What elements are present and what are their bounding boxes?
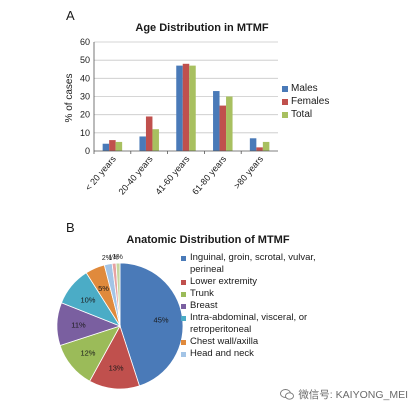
legend-swatch (282, 85, 288, 92)
bar-females-4 (256, 147, 263, 151)
x-tick-label: < 20 years (83, 153, 118, 192)
pie-legend-item: Lower extremity (181, 276, 351, 288)
bar-females-2 (182, 63, 190, 151)
age-chart-title: Age Distribution in MTMF (135, 22, 269, 34)
y-tick-label: 0 (85, 146, 90, 156)
legend-swatch (181, 280, 186, 285)
legend-label: Inguinal, groin, scrotal, vulvar, perine… (190, 252, 316, 275)
wechat-icon (280, 389, 295, 400)
x-tick-label: 20-40 years (117, 153, 156, 196)
y-tick-label: 50 (80, 55, 90, 65)
bar-males-0 (102, 143, 110, 151)
legend-label: Total (291, 109, 313, 120)
pie-legend-item: Trunk (181, 288, 351, 300)
panel-b-letter: B (66, 220, 75, 235)
legend-swatch (181, 304, 186, 309)
legend-swatch (282, 98, 288, 105)
pie-slice-label: 11% (71, 321, 86, 330)
pie-slice-label: 1% (113, 254, 123, 261)
bar-females-1 (145, 116, 153, 151)
y-tick-label: 10 (80, 128, 90, 138)
bar-total-4 (262, 141, 270, 151)
legend-swatch (282, 111, 288, 118)
pie-slice-label: 10% (80, 295, 95, 304)
bar-males-3 (213, 91, 220, 151)
bar-females-3 (219, 105, 227, 151)
x-tick-label: 41-60 years (153, 153, 192, 196)
pie-slice-label: 13% (109, 363, 124, 372)
legend-label: Trunk (190, 288, 214, 299)
pie-legend-item: Head and neck (181, 348, 351, 360)
legend-label: Intra-abdominal, visceral, or retroperit… (190, 312, 308, 335)
bar-total-0 (115, 141, 123, 151)
y-tick-label: 40 (80, 73, 90, 83)
pie-legend-item: Chest wall/axilla (181, 336, 351, 348)
pie-slice-label: 45% (154, 315, 169, 324)
legend-label: Males (291, 83, 318, 94)
legend-item-males: Males (282, 82, 329, 95)
bar-males-2 (176, 65, 183, 151)
pie-legend-item: Breast (181, 300, 351, 312)
bar-total-3 (226, 96, 233, 151)
pie-slice-label: 2% (102, 255, 112, 262)
pie-legend-item: Intra-abdominal, visceral, or retroperit… (181, 312, 351, 336)
legend-label: Head and neck (190, 348, 254, 359)
watermark: 微信号: KAIYONG_MEI (280, 387, 408, 402)
x-tick-label: >80 years (232, 153, 266, 190)
anatomic-chart-title: Anatomic Distribution of MTMF (126, 234, 290, 246)
pie-slice-8 (115, 262, 121, 327)
legend-label: Chest wall/axilla (190, 336, 259, 347)
y-axis-label: % of cases (64, 74, 75, 123)
pie-slice-label: 1% (108, 254, 118, 261)
anatomic-distribution-chart: 45% 13% 12% 11% 10%5% 2%1%1% (56, 254, 184, 390)
y-tick-label: 30 (80, 92, 90, 102)
pie-legend-item: Inguinal, groin, scrotal, vulvar, perine… (181, 252, 351, 276)
bar-males-1 (139, 136, 146, 151)
panel-a-letter: A (66, 8, 75, 23)
bar-total-1 (152, 129, 159, 151)
bar-males-4 (249, 138, 257, 151)
watermark-text: 微信号: KAIYONG_MEI (298, 389, 408, 401)
x-tick-label: 61-80 years (190, 153, 229, 196)
legend-swatch (181, 352, 186, 357)
legend-label: Lower extremity (190, 276, 258, 287)
legend-label: Females (291, 96, 330, 107)
pie-slice-label: 5% (98, 284, 109, 293)
age-chart-legend: Males Females Total (282, 82, 329, 121)
legend-label: Breast (190, 300, 218, 311)
legend-swatch (181, 316, 186, 321)
y-tick-label: 20 (80, 110, 90, 120)
legend-item-females: Females (282, 95, 329, 108)
legend-swatch (181, 256, 186, 261)
bar-females-0 (109, 140, 116, 151)
bar-total-2 (189, 65, 196, 151)
pie-slice-label: 12% (80, 349, 95, 358)
y-tick-label: 60 (80, 37, 90, 47)
legend-item-total: Total (282, 108, 329, 121)
legend-swatch (181, 292, 186, 297)
anatomic-chart-legend: Inguinal, groin, scrotal, vulvar, perine… (181, 252, 351, 360)
legend-swatch (181, 340, 186, 345)
